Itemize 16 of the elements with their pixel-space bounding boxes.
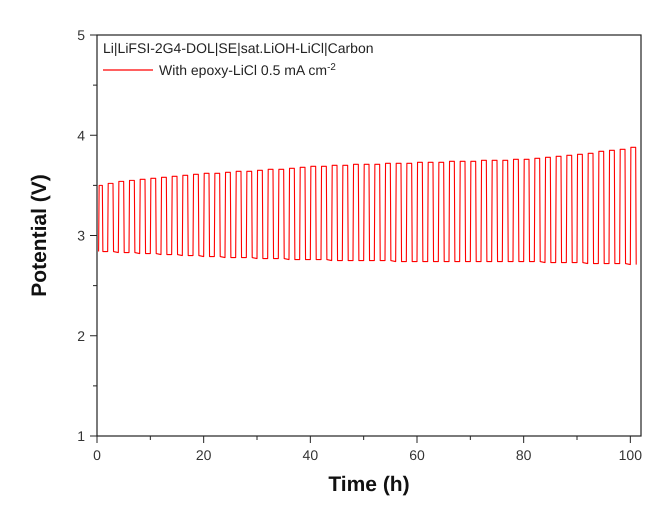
x-tick-label: 0 <box>93 447 102 463</box>
x-tick-label: 100 <box>618 447 642 463</box>
y-tick-label: 3 <box>77 228 86 244</box>
y-tick-label: 1 <box>77 428 86 444</box>
y-axis-title: Potential (V) <box>28 174 51 297</box>
x-tick-label: 20 <box>196 447 212 463</box>
x-axis-title: Time (h) <box>328 473 410 496</box>
x-tick-label: 40 <box>302 447 318 463</box>
y-tick-label: 2 <box>77 328 86 344</box>
y-tick-label: 4 <box>77 127 86 144</box>
legend-label: With epoxy-LiCl 0.5 mA cm$^{-2}$ <box>159 62 336 78</box>
x-tick-label: 60 <box>409 447 425 463</box>
x-tick-label: 80 <box>516 447 532 463</box>
line-series <box>98 146 637 266</box>
y-tick-label: 5 <box>77 27 86 43</box>
legend-title: Li|LiFSI-2G4-DOL|SE|sat.LiOH-LiCl|Carbon <box>103 40 374 56</box>
